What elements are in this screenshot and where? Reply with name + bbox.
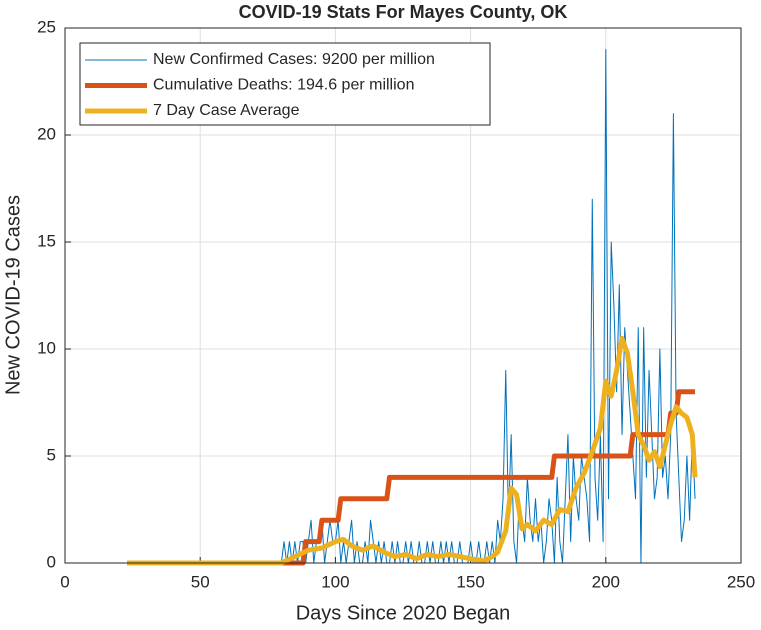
x-tick-label: 100 [321, 572, 349, 591]
x-tick-label: 250 [727, 572, 755, 591]
y-tick-label: 20 [37, 124, 56, 143]
x-tick-label: 0 [60, 572, 69, 591]
x-axis-label: Days Since 2020 Began [296, 602, 511, 624]
y-tick-label: 10 [37, 338, 56, 357]
y-tick-label: 0 [47, 552, 56, 571]
y-tick-label: 5 [47, 445, 56, 464]
y-tick-label: 15 [37, 231, 56, 250]
y-tick-label: 25 [37, 17, 56, 36]
series-line [127, 335, 698, 566]
chart-title: COVID-19 Stats For Mayes County, OK [239, 2, 568, 22]
x-tick-label: 50 [191, 572, 210, 591]
y-axis-label: New COVID-19 Cases [2, 195, 24, 395]
x-tick-label: 200 [592, 572, 620, 591]
x-tick-label: 150 [456, 572, 484, 591]
legend-label: Cumulative Deaths: 194.6 per million [153, 77, 414, 94]
legend-label: New Confirmed Cases: 9200 per million [153, 51, 435, 68]
axes-box [64, 27, 742, 564]
legend-box [79, 42, 491, 126]
legend-label: 7 Day Case Average [153, 102, 300, 119]
